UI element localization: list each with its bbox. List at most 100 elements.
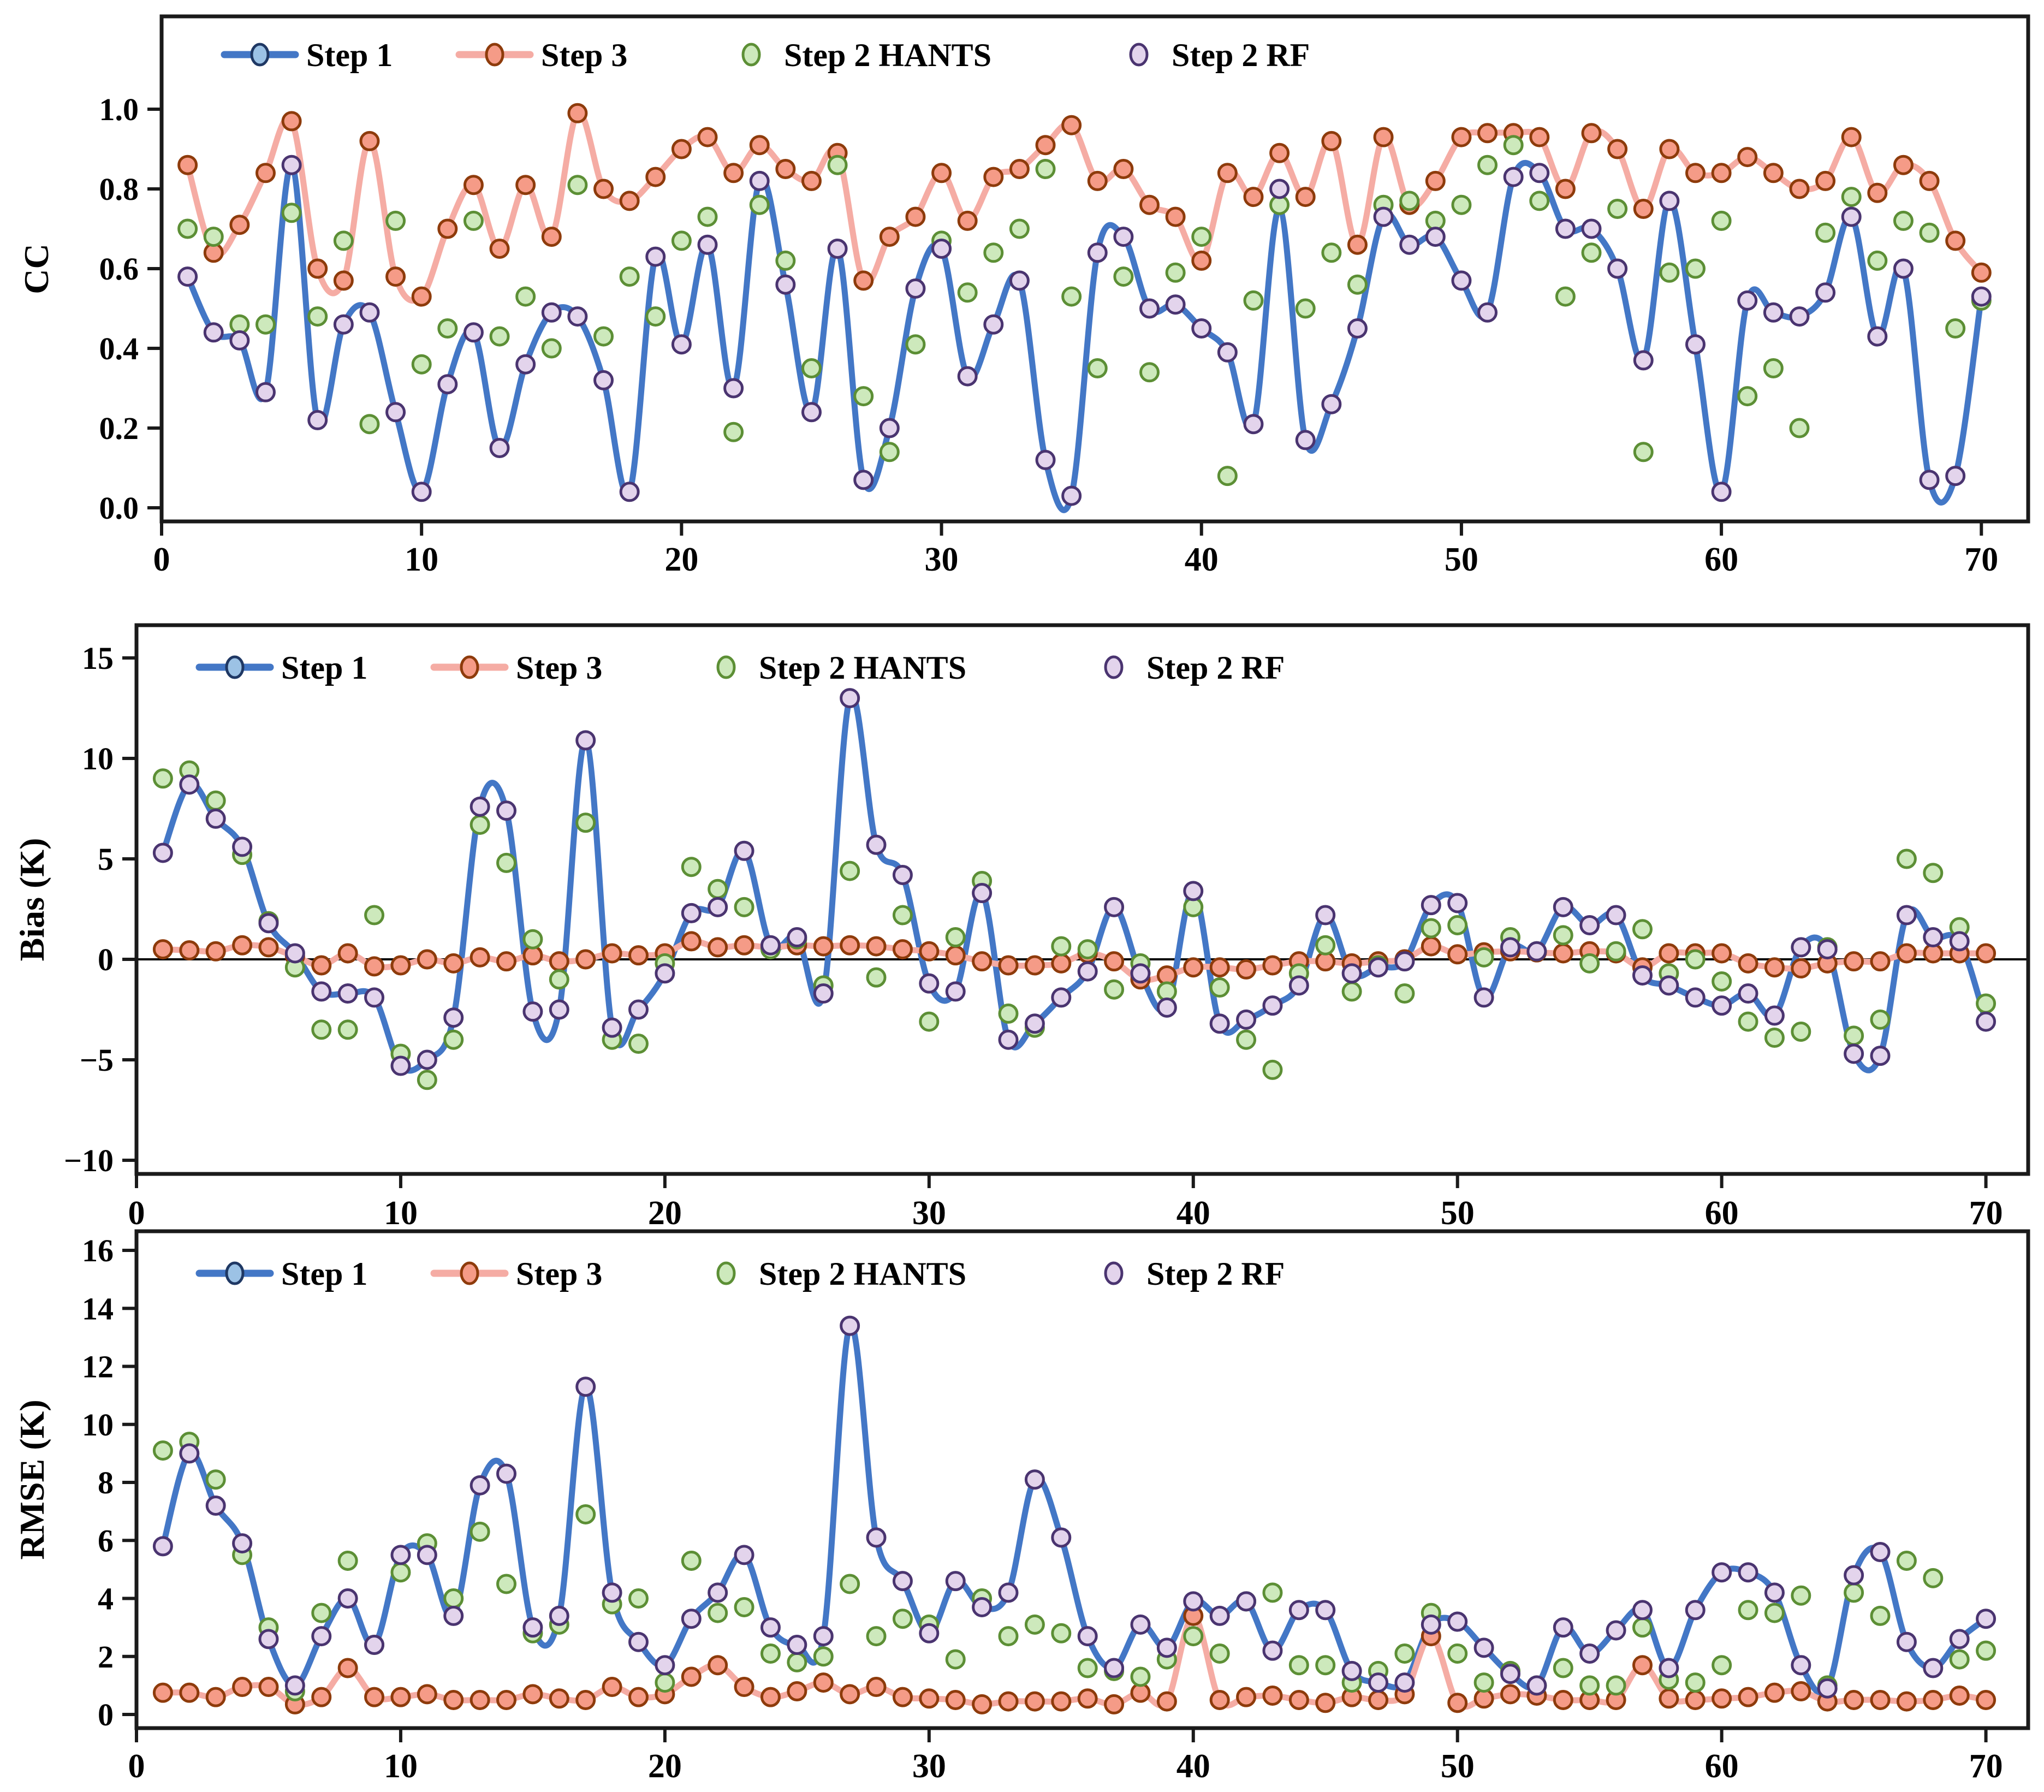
rf-point bbox=[1685, 987, 1706, 1008]
rf-point bbox=[1738, 1562, 1758, 1583]
rf-point bbox=[1659, 1658, 1679, 1678]
step3-point bbox=[1077, 1688, 1098, 1709]
legend-marker bbox=[225, 1261, 245, 1285]
step3-point bbox=[1867, 182, 1888, 203]
rf-point bbox=[1923, 1658, 1944, 1678]
hants-point bbox=[775, 250, 796, 271]
hants-point bbox=[840, 1574, 860, 1594]
hants-point bbox=[1844, 1025, 1864, 1046]
step3-point bbox=[1373, 127, 1394, 147]
rf-point bbox=[1529, 163, 1550, 183]
step3-point bbox=[1321, 130, 1342, 151]
rf-point bbox=[575, 730, 596, 751]
rf-point bbox=[1606, 1620, 1626, 1641]
rf-point bbox=[1553, 897, 1573, 917]
x-tick-label: 10 bbox=[384, 1195, 418, 1232]
hants-point bbox=[1606, 1675, 1626, 1696]
rf-point bbox=[232, 836, 253, 857]
legend-label: Step 3 bbox=[516, 1256, 602, 1292]
step3-point bbox=[307, 258, 328, 279]
rf-point bbox=[866, 1527, 887, 1548]
step3-point bbox=[760, 1687, 781, 1707]
x-tick-label: 20 bbox=[648, 1195, 682, 1232]
step3-point bbox=[1919, 170, 1940, 191]
series-step2-rf bbox=[152, 1315, 1997, 1699]
hants-point bbox=[1606, 941, 1626, 962]
step3-point bbox=[1896, 1691, 1917, 1712]
hants-point bbox=[1104, 979, 1125, 1000]
rf-point bbox=[1077, 961, 1098, 982]
step3-point bbox=[1945, 230, 1966, 251]
rf-point bbox=[775, 274, 796, 295]
rf-point bbox=[1315, 1600, 1336, 1621]
rf-point bbox=[787, 1635, 807, 1655]
y-tick-label: 0.4 bbox=[99, 331, 139, 366]
legend-marker bbox=[460, 655, 479, 679]
hants-point bbox=[1503, 135, 1524, 156]
step3-point bbox=[152, 1682, 173, 1703]
rf-point bbox=[1113, 227, 1134, 247]
step3-point bbox=[840, 1684, 860, 1705]
y-tick-label: 5 bbox=[98, 841, 114, 877]
rf-point bbox=[1526, 941, 1547, 962]
rf-point bbox=[1763, 302, 1784, 323]
hants-point bbox=[1139, 362, 1160, 383]
rf-point bbox=[1035, 449, 1056, 470]
rf-point bbox=[1051, 1527, 1072, 1548]
step3-point bbox=[1139, 194, 1160, 215]
rf-point bbox=[1632, 965, 1653, 986]
step3-point bbox=[496, 951, 517, 972]
rf-point bbox=[1971, 286, 1992, 307]
step3-point bbox=[1764, 1682, 1785, 1703]
rf-point bbox=[1923, 927, 1944, 948]
hants-point bbox=[866, 967, 887, 988]
step3-point bbox=[866, 1677, 887, 1698]
step3-point bbox=[1711, 163, 1732, 183]
step3-point bbox=[905, 206, 926, 227]
hants-point bbox=[1061, 286, 1082, 307]
rf-point bbox=[385, 402, 406, 423]
step3-point bbox=[1555, 179, 1576, 199]
hants-point bbox=[1711, 210, 1732, 231]
step3-point bbox=[734, 1677, 754, 1698]
step3-point bbox=[892, 1687, 913, 1707]
rf-point bbox=[1893, 258, 1914, 279]
step3-point bbox=[1971, 262, 1992, 283]
rf-point bbox=[307, 410, 328, 430]
step3-point bbox=[549, 951, 569, 972]
hants-point bbox=[998, 1626, 1019, 1647]
step3-point bbox=[1685, 163, 1706, 183]
hants-point bbox=[1209, 1643, 1230, 1664]
hants-point bbox=[1529, 191, 1550, 211]
rf-point bbox=[1024, 1013, 1045, 1034]
rf-point bbox=[1183, 881, 1204, 901]
step3-point bbox=[1035, 135, 1056, 156]
step3-point bbox=[801, 170, 822, 191]
hants-point bbox=[390, 1562, 411, 1583]
hants-point bbox=[708, 879, 728, 899]
step3-point bbox=[443, 953, 464, 974]
rf-point bbox=[1633, 350, 1654, 371]
rf-point bbox=[760, 935, 781, 956]
y-tick-label: 10 bbox=[82, 1407, 114, 1443]
hants-point bbox=[437, 318, 458, 339]
series-step2-hants bbox=[152, 760, 1997, 1090]
rf-point bbox=[311, 981, 332, 1002]
step3-point bbox=[787, 1681, 807, 1701]
rf-point bbox=[1737, 290, 1758, 311]
rf-point bbox=[983, 314, 1004, 335]
rf-point bbox=[1685, 1600, 1706, 1621]
rf-point bbox=[1341, 963, 1362, 984]
rf-point bbox=[1606, 905, 1626, 925]
legend-label: Step 3 bbox=[541, 37, 627, 73]
rf-point bbox=[1844, 1043, 1864, 1064]
hants-point bbox=[1919, 222, 1940, 243]
hants-point bbox=[1024, 1614, 1045, 1635]
hants-point bbox=[983, 242, 1004, 263]
rf-point bbox=[411, 482, 432, 502]
rf-point bbox=[1555, 218, 1576, 239]
step3-point bbox=[945, 1689, 966, 1710]
series-step2-rf bbox=[152, 688, 1997, 1076]
hants-point bbox=[205, 790, 226, 811]
rf-point bbox=[417, 1049, 437, 1070]
